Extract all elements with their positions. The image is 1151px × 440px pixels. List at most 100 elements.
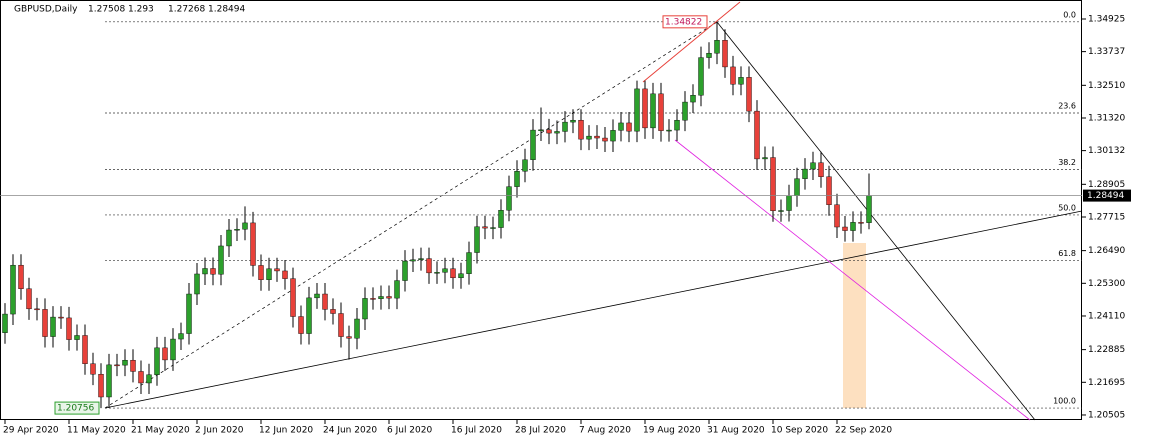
y-tick-label: 1.26490 [1088, 246, 1125, 256]
y-tick-label: 1.32510 [1088, 81, 1125, 91]
candle-body [618, 122, 624, 131]
candle-body [546, 129, 552, 134]
candle-body [418, 258, 424, 260]
candle-body [18, 264, 24, 289]
candle-body [738, 77, 744, 85]
candle-body [634, 88, 640, 132]
candle-body [90, 363, 96, 375]
candle-body [146, 374, 152, 384]
candle-body [402, 260, 408, 281]
candle-body [466, 252, 472, 274]
y-tick-label: 1.34925 [1088, 15, 1125, 25]
trend-line [104, 210, 1083, 409]
trend-line [674, 139, 1031, 421]
candle-body [34, 308, 40, 311]
candle-body [714, 40, 720, 54]
candle-body [626, 122, 632, 132]
candle-body [202, 268, 208, 275]
candle-body [370, 298, 376, 300]
candle-body [250, 222, 256, 266]
candle-body [306, 297, 312, 334]
chart-title: GBPUSD,Daily [14, 5, 78, 15]
x-tick-label: 11 May 2020 [67, 426, 126, 436]
candle-body [490, 227, 496, 229]
candle-body [82, 335, 88, 364]
candle-body [218, 245, 224, 275]
candle-body [162, 347, 168, 361]
candle-body [346, 336, 352, 339]
fib-label: 100.0 [1053, 397, 1076, 406]
x-tick-label: 24 Jun 2020 [323, 426, 377, 436]
candle-body [426, 258, 432, 274]
candle-body [42, 309, 48, 337]
y-tick-label: 1.21695 [1088, 378, 1125, 388]
candle-body [690, 95, 696, 103]
price-label: 1.28494 [1087, 191, 1124, 201]
candle-body [530, 129, 536, 160]
candle-body [554, 131, 560, 134]
candle-body [674, 119, 680, 131]
candle-body [458, 273, 464, 279]
high-label-box [662, 15, 708, 29]
candle-body [314, 293, 320, 299]
candle-body [538, 129, 544, 132]
candle-body [2, 313, 8, 333]
candle-body [858, 222, 864, 224]
x-tick-label: 29 Apr 2020 [3, 426, 59, 436]
candle-body [778, 210, 784, 212]
candle-body [786, 195, 792, 211]
candle-body [578, 119, 584, 140]
candle-body [850, 222, 856, 231]
candle-body [682, 101, 688, 121]
candle-body [754, 110, 760, 160]
candle-body [258, 265, 264, 280]
x-tick-label: 7 Aug 2020 [579, 426, 631, 436]
candle-body [194, 273, 200, 295]
low-label: 1.20756 [57, 404, 94, 414]
candle-body [178, 333, 184, 340]
candle-body [810, 162, 816, 170]
candle-body [338, 313, 344, 337]
candle-body [762, 157, 768, 160]
candle-body [234, 229, 240, 231]
candle-body [74, 335, 80, 340]
candle-body [186, 293, 192, 334]
fibonacci: 0.0 23.6 38.2 50.0 61.8 100.0 [105, 10, 1082, 409]
low-label-box [54, 401, 100, 415]
candle-body [122, 359, 128, 366]
candle-body [10, 264, 16, 315]
x-tick-label: 2 Jun 2020 [195, 426, 244, 436]
high-label: 1.34822 [665, 17, 702, 27]
y-tick-label: 1.31320 [1088, 113, 1125, 123]
x-tick-label: 19 Aug 2020 [643, 426, 701, 436]
candle-body [506, 186, 512, 211]
price-label-box [1083, 189, 1131, 202]
candle-body [826, 176, 832, 205]
candle-body [666, 129, 672, 132]
fib-label: 61.8 [1058, 249, 1076, 258]
candle-body [138, 371, 144, 384]
candle-body [330, 309, 336, 314]
candle-body [394, 280, 400, 299]
fib-label: 38.2 [1058, 158, 1076, 167]
candle-body [58, 316, 64, 319]
candle-body [602, 137, 608, 142]
x-tick-label: 6 Jul 2020 [387, 426, 432, 436]
trend-line [716, 21, 1036, 421]
candle-body [210, 268, 216, 275]
candle-body [274, 268, 280, 272]
y-tick-label: 1.22885 [1088, 345, 1125, 355]
candle-body [770, 157, 776, 212]
candle-body [706, 52, 712, 58]
annotations: 1.34822 1.20756 [54, 15, 708, 415]
y-tick-label: 1.28905 [1088, 180, 1125, 190]
y-tick-label: 1.25300 [1088, 279, 1125, 289]
candle-body [50, 316, 56, 337]
candle-body [474, 226, 480, 253]
candle-body [482, 226, 488, 229]
candle-body [170, 338, 176, 361]
candle-body [130, 359, 136, 372]
candle-body [818, 162, 824, 177]
candle-body [378, 296, 384, 299]
